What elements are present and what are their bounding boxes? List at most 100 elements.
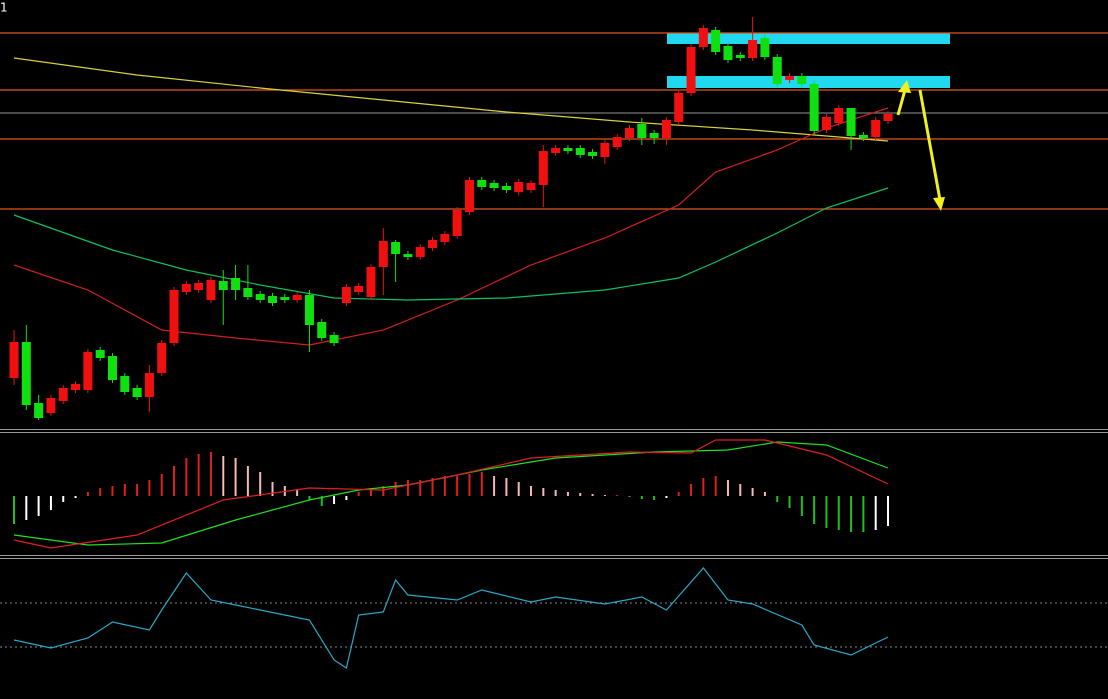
candle-body <box>120 376 130 392</box>
macd-bar <box>640 496 643 499</box>
candle-body <box>772 57 782 84</box>
candle-body <box>144 373 154 397</box>
macd-bar <box>431 478 434 496</box>
candle-body <box>292 295 302 300</box>
indicator-line <box>13 567 889 669</box>
candle-body <box>354 286 364 292</box>
macd-bar <box>185 458 188 496</box>
macd-bar <box>99 488 102 496</box>
candle-body <box>760 38 770 57</box>
macd-bar <box>874 496 877 530</box>
macd-bar <box>628 496 631 497</box>
macd-bar <box>394 482 397 496</box>
candle-body <box>563 148 573 151</box>
macd-bar <box>209 452 212 496</box>
candle-body <box>735 55 745 58</box>
candle-body <box>661 120 671 138</box>
arrow-head <box>933 197 945 211</box>
macd-bar <box>382 486 385 496</box>
macd-bar <box>74 496 77 498</box>
macd-bar <box>788 496 791 508</box>
candle-body <box>538 151 548 185</box>
macd-bar <box>887 496 890 526</box>
candle-body <box>686 47 696 93</box>
macd-bar <box>271 482 274 496</box>
candle-body <box>698 28 708 47</box>
macd-bar <box>493 476 496 496</box>
candle-body <box>612 137 622 147</box>
candle-body <box>711 30 721 52</box>
candle-body <box>428 240 438 248</box>
candle-body <box>157 343 167 373</box>
candle-body <box>723 46 733 60</box>
candle-body <box>58 388 68 401</box>
macd-bar <box>591 494 594 496</box>
macd-bar <box>234 458 237 496</box>
macd-bar <box>480 472 483 496</box>
arrows <box>896 80 945 211</box>
candle-body <box>526 183 536 190</box>
macd-bar <box>13 496 15 524</box>
candle-body <box>403 254 413 257</box>
macd-bar <box>456 476 459 496</box>
arrow <box>896 89 907 116</box>
macd-bar <box>813 496 816 524</box>
zone <box>667 76 950 88</box>
macd-bar <box>837 496 840 530</box>
candle-body <box>71 384 81 390</box>
macd-bar <box>530 486 533 496</box>
macd-bar <box>148 480 151 496</box>
candle-body <box>95 350 105 358</box>
candle-body <box>169 290 179 343</box>
candle-body <box>501 186 511 190</box>
candle-body <box>674 93 684 122</box>
macd-bar <box>763 492 766 496</box>
macd-bar <box>37 496 40 516</box>
macd-bar <box>246 466 249 496</box>
candle-body <box>181 284 191 292</box>
macd-bar <box>123 484 126 496</box>
candle-body <box>378 241 388 267</box>
macd-bar <box>542 488 545 496</box>
macd-bar <box>173 466 176 496</box>
candle-body <box>858 135 868 138</box>
macd-bar <box>702 478 705 496</box>
candle-body <box>218 281 228 290</box>
candle-body <box>415 247 425 257</box>
candle-body <box>600 143 610 157</box>
macd-bar <box>160 474 163 496</box>
macd-bar <box>850 496 853 532</box>
macd-bar <box>665 496 668 498</box>
candle-body <box>514 182 524 192</box>
candle-body <box>637 124 647 138</box>
macd-bar <box>333 496 336 504</box>
macd-bar <box>419 480 422 496</box>
candle-body <box>243 288 253 297</box>
candle-body <box>551 148 561 153</box>
candle-body <box>9 342 19 378</box>
macd-bar <box>714 476 717 496</box>
macd-bar <box>800 496 803 516</box>
candle-body <box>391 242 401 254</box>
candle-body <box>785 76 795 80</box>
candle-body <box>255 294 265 300</box>
macd-bar <box>443 476 446 496</box>
candle-body <box>748 40 758 58</box>
candle-body <box>21 342 31 405</box>
candle-body <box>625 128 634 138</box>
chart-label: 1 <box>0 1 8 15</box>
macd-bar <box>505 478 508 496</box>
candle-body <box>809 84 819 131</box>
macd-bar <box>825 496 828 528</box>
macd-bar <box>554 490 557 496</box>
candle-body <box>489 183 499 188</box>
macd-bar <box>25 496 28 520</box>
candle-body <box>846 108 856 136</box>
candle-body <box>34 403 44 418</box>
macd-bar <box>197 454 200 496</box>
candle-body <box>871 120 881 137</box>
candle-body <box>366 267 376 297</box>
candle-body <box>46 398 56 413</box>
macd-bar <box>345 496 348 500</box>
macd-bar <box>739 484 742 496</box>
